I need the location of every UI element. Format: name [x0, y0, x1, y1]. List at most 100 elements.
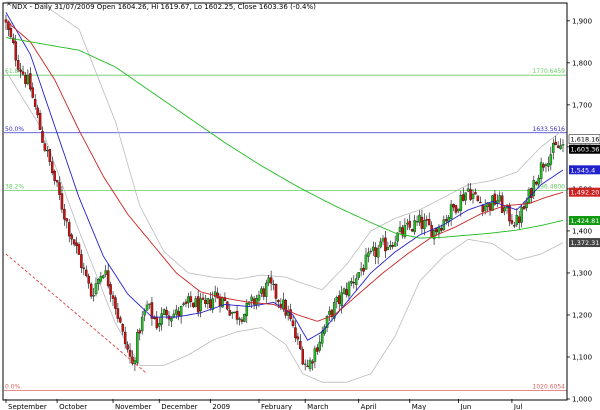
candle-body [471, 193, 475, 199]
price-tag-label: 1,603.36 [571, 146, 600, 154]
candle [513, 221, 516, 229]
candle [284, 298, 287, 319]
candle-body [41, 131, 44, 143]
candle [97, 278, 100, 291]
candle-body [476, 195, 480, 202]
candle [31, 82, 35, 99]
candle-body [272, 283, 275, 286]
candle-body [299, 341, 302, 349]
candle [245, 299, 249, 323]
candle [67, 218, 71, 243]
candle-body [218, 296, 222, 307]
candle [496, 194, 499, 207]
candle [230, 311, 234, 319]
candle-body [196, 296, 200, 313]
candle-body [369, 250, 373, 253]
candle [311, 359, 314, 371]
candle-body [294, 327, 297, 339]
candle [476, 195, 480, 202]
candle-body [243, 314, 246, 322]
candle [376, 244, 380, 265]
candle [102, 274, 105, 279]
candle-body [389, 245, 392, 248]
candle [150, 296, 154, 326]
candle [408, 214, 412, 231]
candle [233, 311, 236, 314]
candle [510, 213, 514, 225]
candle-body [554, 141, 557, 146]
candle-body [160, 313, 163, 325]
candle [119, 315, 122, 324]
candle [43, 140, 47, 153]
candle-body [308, 359, 312, 370]
trend-line [5, 253, 148, 375]
candle [262, 286, 266, 301]
candle-body [150, 302, 154, 319]
candle-body [432, 229, 436, 240]
candle-body [437, 226, 441, 234]
candle-body [192, 302, 195, 308]
candle [255, 294, 258, 310]
candle-body [216, 292, 219, 299]
candle-body [444, 219, 448, 222]
candle [14, 34, 17, 67]
candle-body [469, 189, 472, 200]
candle [554, 136, 557, 146]
candle-body [342, 288, 346, 294]
candle-body [24, 74, 27, 84]
candle [474, 188, 477, 195]
candle-body [408, 220, 412, 228]
candle-body [165, 309, 168, 316]
lines-layer [5, 12, 564, 375]
candle-body [269, 277, 273, 284]
candle-body [148, 303, 151, 305]
candle-body [520, 207, 523, 223]
candle-body [36, 107, 39, 116]
candle-body [347, 282, 351, 297]
candle-body [355, 278, 358, 285]
candle-body [396, 232, 399, 242]
candle [157, 317, 161, 332]
candle [206, 297, 210, 309]
candle-body [552, 143, 555, 153]
candle [274, 283, 278, 305]
fib-right-label: 1020.6054 [533, 383, 566, 390]
fib-right-label: 1770.6459 [533, 68, 566, 75]
fib-left-label: 61.8% [5, 68, 24, 75]
candle [544, 162, 548, 173]
candle-body [406, 222, 409, 225]
candle [182, 301, 185, 307]
price-tag-label: 1,424.81 [571, 217, 600, 225]
candle [342, 287, 346, 295]
candle [145, 300, 149, 311]
price-tag-box [569, 165, 600, 175]
candle [63, 203, 66, 226]
price-tag-box [569, 215, 600, 225]
candle-body [92, 295, 95, 297]
price-tag-box [569, 187, 600, 197]
candle-body [430, 224, 433, 239]
candle [272, 279, 275, 291]
fibonacci-layer: 61.8% 1770.6459 50.0% 1633.5616 38.2% 1496.48… [4, 68, 567, 391]
price-tag: 1,492.20 [569, 187, 600, 197]
candle [406, 218, 409, 231]
candle [41, 126, 44, 143]
candle-body [265, 282, 268, 297]
candle-body [136, 332, 139, 363]
candle-body [228, 310, 232, 316]
candle-body [420, 216, 424, 229]
candle [296, 333, 300, 345]
candle-body [391, 244, 394, 247]
candle-body [413, 220, 416, 233]
price-tag-label: 1,372.31 [571, 239, 600, 247]
candle-body [133, 360, 137, 365]
candle-body [80, 254, 83, 268]
candle [306, 359, 309, 368]
candle-body [517, 216, 521, 224]
candle-body [50, 161, 54, 174]
candle [131, 350, 134, 366]
candle-body [362, 267, 365, 272]
candle-body [155, 316, 159, 329]
candle-body [67, 222, 71, 237]
candle-body [367, 252, 370, 257]
